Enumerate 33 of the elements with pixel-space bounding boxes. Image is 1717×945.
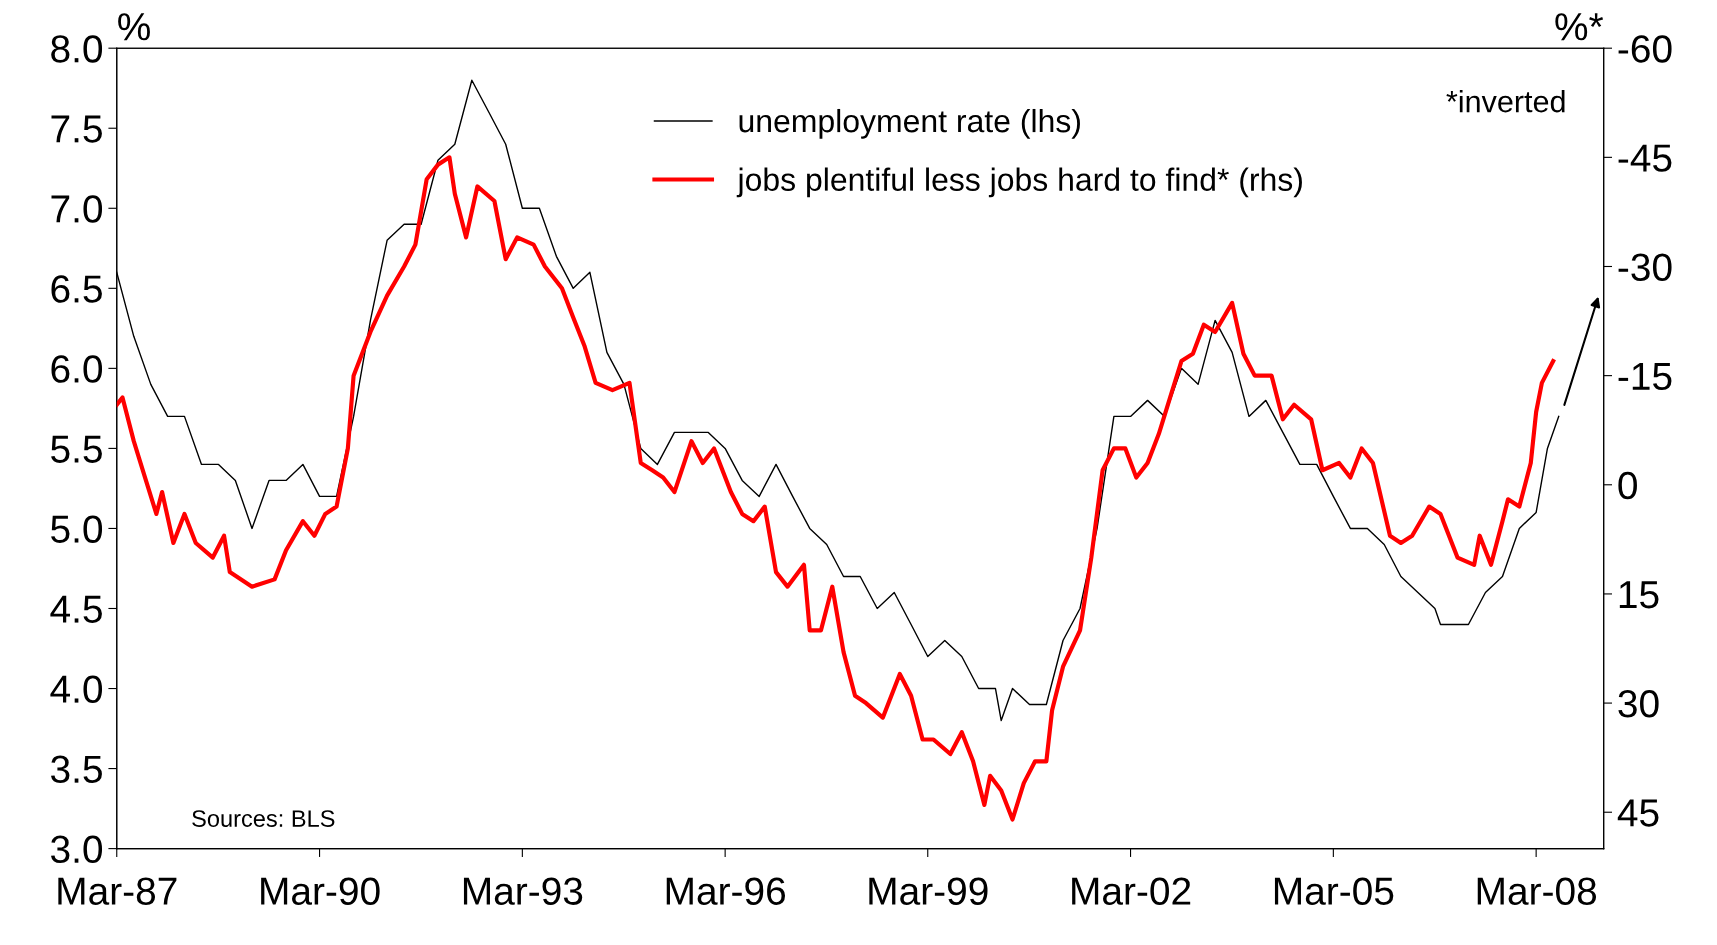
x-tick-label: Mar-87 (58, 877, 177, 905)
y2-tick-label: -15 (1618, 362, 1672, 391)
y-tick-label: 5.5 (51, 435, 102, 463)
x-tick-label: Mar-02 (1072, 877, 1191, 905)
x-tick-label: Mar-99 (869, 877, 988, 905)
x-tick-label: Mar-90 (261, 877, 380, 905)
x-tick-label: Mar-93 (463, 877, 583, 905)
y-tick-label: 6.0 (51, 355, 103, 383)
y2-tick-label: -45 (1618, 144, 1672, 172)
y-tick-label: 4.0 (50, 675, 103, 703)
y2-tick-label: -30 (1618, 253, 1672, 281)
y-tick-label: 7.0 (51, 195, 103, 223)
y2-axis-title: %* (1555, 13, 1604, 41)
x-tick-label: Mar-08 (1477, 877, 1597, 905)
y-tick-label: 3.0 (50, 835, 103, 864)
y-tick-label: 7.5 (51, 115, 102, 143)
y2-tick-label: 30 (1618, 690, 1659, 718)
legend-label: unemployment rate (lhs) (739, 108, 1080, 139)
y2-tick-label: 0 (1618, 471, 1637, 500)
x-tick-label: Mar-96 (666, 877, 786, 905)
y-axis-title: % (118, 13, 150, 41)
annotation: Sources: BLS (192, 810, 335, 827)
x-tick-label: Mar-05 (1274, 877, 1394, 905)
y2-tick-label: 45 (1617, 799, 1659, 827)
legend-label: jobs plentiful less jobs hard to find* (rhs) (736, 167, 1302, 198)
y-tick-label: 8.0 (51, 35, 103, 63)
annotation: *inverted (1446, 89, 1565, 113)
y-tick-label: 5.0 (51, 515, 103, 543)
y-tick-label: 3.5 (50, 755, 102, 784)
y2-tick-label: -60 (1618, 35, 1672, 63)
y2-tick-label: 15 (1619, 581, 1659, 609)
y-tick-label: 4.5 (50, 595, 102, 623)
y-tick-label: 6.5 (51, 275, 102, 303)
